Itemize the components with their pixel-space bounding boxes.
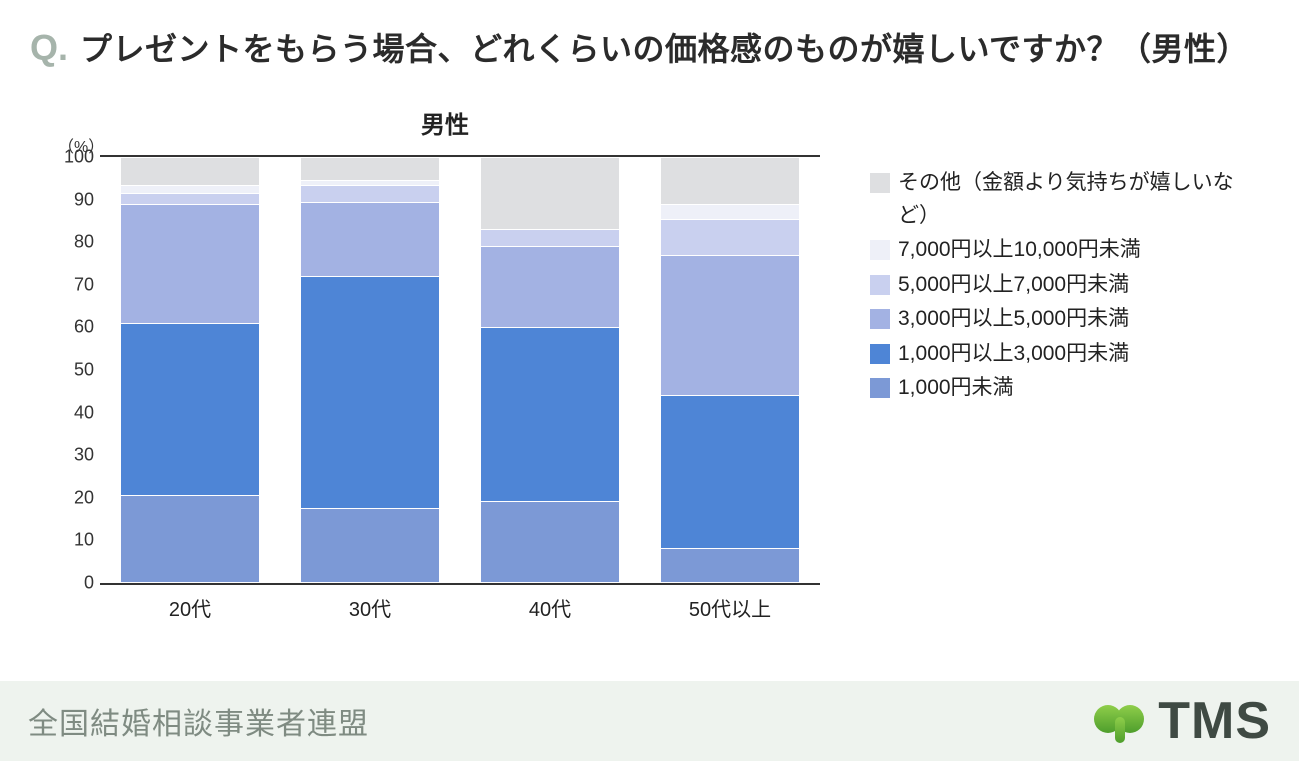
legend-label: 1,000円以上3,000円未満	[898, 338, 1250, 371]
bar-segment	[301, 203, 439, 277]
bar-segment	[661, 158, 799, 205]
y-tick: 70	[58, 274, 94, 295]
legend-item: 1,000円未満	[870, 372, 1250, 405]
y-tick: 40	[58, 402, 94, 423]
x-tick-label: 40代	[480, 593, 620, 622]
logo: TMS	[1092, 691, 1271, 751]
legend-swatch	[870, 309, 890, 329]
bar-segment	[481, 230, 619, 247]
legend-swatch	[870, 173, 890, 193]
bar	[480, 157, 620, 583]
bar	[120, 157, 260, 583]
bar-segment	[661, 396, 799, 549]
y-tick: 100	[58, 147, 94, 168]
logo-icon	[1092, 693, 1148, 749]
y-tick: 20	[58, 487, 94, 508]
bar-segment	[301, 158, 439, 181]
legend-label: 3,000円以上5,000円未満	[898, 303, 1250, 336]
y-tick: 10	[58, 530, 94, 551]
bar-segment	[121, 324, 259, 496]
x-tick-label: 30代	[300, 593, 440, 622]
legend: その他（金額より気持ちが嬉しいなど）7,000円以上10,000円未満5,000…	[870, 167, 1250, 407]
bar-segment	[661, 220, 799, 256]
bar-segment	[481, 158, 619, 230]
bar-segment	[121, 158, 259, 186]
legend-swatch	[870, 240, 890, 260]
x-axis-labels: 20代 30代 40代 50代以上	[100, 593, 820, 622]
plot-area: 0102030405060708090100	[100, 155, 820, 585]
y-tick: 30	[58, 445, 94, 466]
x-tick-label: 50代以上	[660, 593, 800, 622]
bar-segment	[661, 205, 799, 220]
bar-segment	[121, 496, 259, 583]
logo-text: TMS	[1158, 691, 1271, 751]
page-title: プレゼントをもらう場合、どれくらいの価格感のものが嬉しいですか？（男性）	[80, 24, 1249, 70]
x-tick-label: 20代	[120, 593, 260, 622]
y-tick: 0	[58, 573, 94, 594]
legend-swatch	[870, 275, 890, 295]
header: Q. プレゼントをもらう場合、どれくらいの価格感のものが嬉しいですか？（男性）	[0, 0, 1299, 80]
bars-container	[100, 157, 820, 583]
legend-item: 3,000円以上5,000円未満	[870, 303, 1250, 336]
footer-org: 全国結婚相談事業者連盟	[28, 699, 369, 743]
chart: 男性 （%） 0102030405060708090100 20代30代40代5…	[50, 105, 1250, 665]
bar-segment	[301, 277, 439, 509]
legend-label: 5,000円以上7,000円未満	[898, 269, 1250, 302]
legend-label: その他（金額より気持ちが嬉しいなど）	[898, 167, 1250, 232]
bar-segment	[121, 186, 259, 195]
bar-segment	[661, 549, 799, 583]
bar-segment	[481, 247, 619, 328]
legend-item: 7,000円以上10,000円未満	[870, 234, 1250, 267]
chart-area: 男性 （%） 0102030405060708090100 20代30代40代5…	[50, 105, 840, 625]
chart-title: 男性	[50, 105, 840, 140]
bar-segment	[481, 502, 619, 583]
bar-segment	[301, 186, 439, 203]
bar	[660, 157, 800, 583]
bar-segment	[121, 194, 259, 205]
bar-segment	[301, 509, 439, 583]
footer: 全国結婚相談事業者連盟 TMS	[0, 681, 1299, 761]
y-tick: 80	[58, 232, 94, 253]
bar-segment	[121, 205, 259, 324]
legend-label: 1,000円未満	[898, 372, 1250, 405]
y-tick: 50	[58, 360, 94, 381]
legend-item: 5,000円以上7,000円未満	[870, 269, 1250, 302]
legend-item: 1,000円以上3,000円未満	[870, 338, 1250, 371]
legend-item: その他（金額より気持ちが嬉しいなど）	[870, 167, 1250, 232]
bar	[300, 157, 440, 583]
legend-swatch	[870, 378, 890, 398]
bar-segment	[661, 256, 799, 396]
y-tick: 60	[58, 317, 94, 338]
legend-label: 7,000円以上10,000円未満	[898, 234, 1250, 267]
q-label: Q.	[30, 27, 68, 69]
legend-swatch	[870, 344, 890, 364]
bar-segment	[481, 328, 619, 502]
y-tick: 90	[58, 189, 94, 210]
